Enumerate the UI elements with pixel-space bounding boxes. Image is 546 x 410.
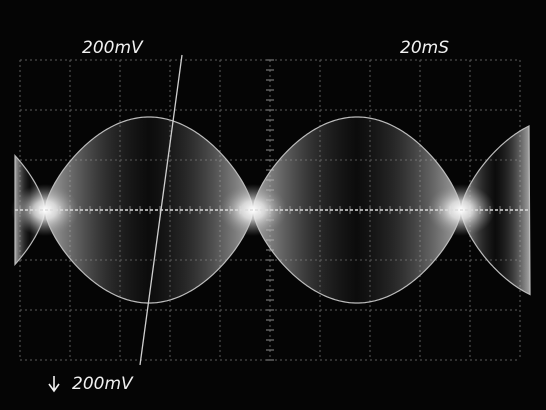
oscilloscope-screen: 200mV 20mS 200mV xyxy=(0,0,546,410)
page: 200mV 20mS 200mV (() => { const data = J… xyxy=(0,0,546,410)
channel-volts: 200mV xyxy=(72,374,134,394)
volts-per-div: 200mV xyxy=(82,38,144,58)
time-per-div: 20mS xyxy=(400,38,449,58)
